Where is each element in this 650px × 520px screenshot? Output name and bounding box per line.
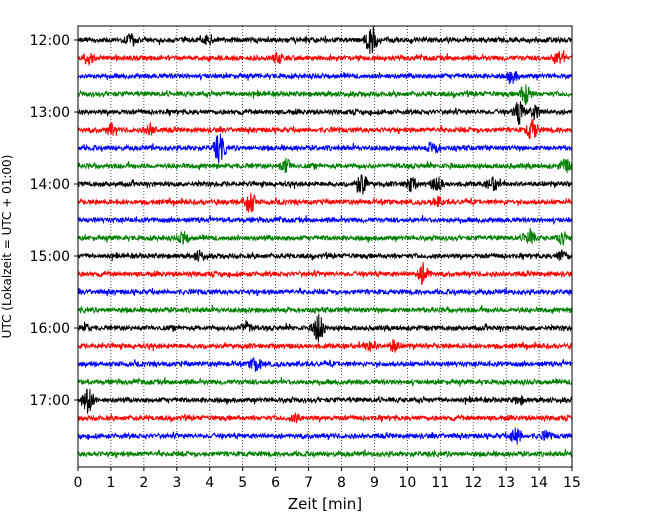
x-tick-label: 3 bbox=[172, 475, 181, 491]
y-tick-label: 14:00 bbox=[30, 177, 70, 193]
y-axis-ticks: 12:00 13:00 14:00 15:00 16:00 17:00 bbox=[30, 33, 78, 409]
trace-0 bbox=[77, 26, 573, 55]
x-tick-label: 9 bbox=[370, 475, 379, 491]
trace-12 bbox=[77, 249, 573, 262]
x-tick-label: 5 bbox=[238, 475, 247, 491]
trace-13 bbox=[77, 262, 573, 286]
trace-21 bbox=[77, 412, 573, 424]
x-tick-label: 15 bbox=[563, 475, 581, 491]
x-axis-ticks: 0 1 2 3 4 5 6 7 8 9 10 11 12 13 14 15 bbox=[74, 467, 581, 491]
trace-18 bbox=[77, 357, 573, 372]
y-tick-label: 13:00 bbox=[30, 105, 70, 121]
trace-8 bbox=[77, 174, 573, 195]
x-tick-label: 4 bbox=[205, 475, 214, 491]
x-tick-label: 13 bbox=[497, 475, 515, 491]
trace-23 bbox=[77, 448, 573, 459]
trace-20 bbox=[77, 388, 573, 414]
trace-9 bbox=[77, 192, 573, 213]
trace-16 bbox=[77, 313, 573, 343]
x-tick-label: 6 bbox=[271, 475, 280, 491]
x-tick-label: 14 bbox=[530, 475, 548, 491]
x-tick-label: 7 bbox=[304, 475, 313, 491]
trace-15 bbox=[77, 304, 573, 315]
trace-11 bbox=[77, 228, 573, 246]
y-tick-label: 16:00 bbox=[30, 321, 70, 337]
trace-14 bbox=[77, 287, 573, 297]
trace-6 bbox=[77, 133, 573, 164]
x-axis-label: Zeit [min] bbox=[288, 495, 362, 513]
trace-10 bbox=[77, 215, 573, 226]
trace-22 bbox=[77, 427, 573, 445]
y-tick-label: 17:00 bbox=[30, 393, 70, 409]
trace-17 bbox=[77, 339, 573, 353]
trace-7 bbox=[77, 157, 573, 174]
trace-1 bbox=[77, 50, 573, 67]
y-tick-label: 12:00 bbox=[30, 33, 70, 49]
trace-4 bbox=[77, 101, 573, 125]
x-tick-label: 10 bbox=[398, 475, 416, 491]
x-tick-label: 8 bbox=[337, 475, 346, 491]
x-tick-label: 2 bbox=[139, 475, 148, 491]
y-tick-label: 15:00 bbox=[30, 249, 70, 265]
trace-3 bbox=[77, 84, 573, 106]
x-tick-label: 0 bbox=[74, 475, 83, 491]
plot-frame bbox=[77, 25, 573, 468]
trace-2 bbox=[77, 71, 573, 85]
x-tick-label: 1 bbox=[106, 475, 115, 491]
seismic-traces bbox=[77, 26, 573, 459]
trace-19 bbox=[77, 377, 573, 388]
y-axis-label: UTC (Lokalzeit = UTC + 01:00) bbox=[0, 155, 14, 339]
x-tick-label: 11 bbox=[431, 475, 449, 491]
trace-5 bbox=[77, 118, 573, 140]
x-tick-label: 12 bbox=[464, 475, 482, 491]
